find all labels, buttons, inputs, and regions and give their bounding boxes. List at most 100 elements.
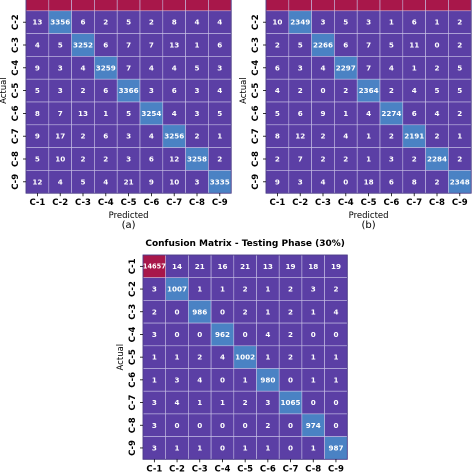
cell-value: 0	[243, 421, 248, 430]
cell-value: 3	[152, 421, 157, 430]
y-tick-label: C-2	[251, 14, 261, 30]
cell-value: 1	[197, 285, 202, 294]
cell-value: 2	[80, 155, 85, 164]
y-tick-label: C-9	[128, 440, 138, 456]
x-tick-label: C-3	[75, 198, 91, 208]
cell-value: 3335	[210, 177, 230, 186]
cell-value: 3	[265, 398, 270, 407]
cell-value: 0	[343, 177, 348, 186]
cell-value: 4	[275, 86, 280, 95]
cell-value: 6	[217, 41, 222, 50]
cell-value: 4	[149, 63, 154, 72]
cell-value: 8	[275, 132, 280, 141]
cell-value: 0	[220, 307, 225, 316]
cell-value: 2349	[290, 18, 310, 27]
cell-value: 3	[58, 63, 63, 72]
x-tick-label: C-7	[406, 198, 422, 208]
cell-value: 2	[434, 63, 439, 72]
cell-value: 6	[298, 109, 303, 118]
x-tick-label: C-2	[169, 464, 185, 474]
cell-value: 2	[434, 132, 439, 141]
heatmap-cell	[265, 0, 290, 12]
y-tick-label: C-4	[128, 326, 138, 342]
cell-value: 12	[295, 132, 305, 141]
cell-value: 2	[457, 155, 462, 164]
cell-value: 2	[275, 41, 280, 50]
cell-value: 2	[243, 398, 248, 407]
cell-value: 1	[366, 155, 371, 164]
cell-value: 5	[457, 86, 462, 95]
cell-value: 2	[389, 132, 394, 141]
x-tick-label: C-9	[328, 464, 344, 474]
cell-value: 5	[194, 63, 199, 72]
cell-value: 6	[343, 41, 348, 50]
cell-value: 4	[412, 86, 417, 95]
cell-value: 2	[298, 86, 303, 95]
cell-value: 18	[308, 262, 318, 271]
cell-value: 2	[434, 177, 439, 186]
cell-value: 0	[175, 330, 180, 339]
heatmap-cell	[139, 0, 164, 12]
cell-value: 5	[217, 109, 222, 118]
x-tick-label: C-5	[361, 198, 377, 208]
cell-value: 10	[169, 177, 179, 186]
x-tick-label: C-1	[269, 198, 285, 208]
cell-value: 0	[220, 421, 225, 430]
cell-value: 4	[197, 375, 202, 384]
cell-value: 2	[457, 18, 462, 27]
cell-value: 1	[265, 353, 270, 362]
heatmap-cell	[425, 0, 449, 12]
cell-value: 2	[243, 285, 248, 294]
cell-value: 987	[328, 443, 343, 452]
cell-value: 13	[32, 18, 42, 27]
cell-value: 1	[366, 132, 371, 141]
y-tick-label: C-7	[11, 128, 21, 144]
cell-value: 4	[220, 353, 225, 362]
cell-value: 4	[172, 109, 177, 118]
cell-value: 21	[240, 262, 250, 271]
cell-value: 9	[275, 177, 280, 186]
cell-value: 3	[152, 398, 157, 407]
cell-value: 7	[58, 109, 63, 118]
y-tick-label: C-5	[11, 83, 21, 99]
cell-value: 6	[149, 155, 154, 164]
cell-value: 5	[457, 63, 462, 72]
cell-value: 1	[220, 398, 225, 407]
cell-value: 2	[197, 353, 202, 362]
heatmap-cell	[185, 0, 209, 12]
cell-value: 17	[55, 132, 65, 141]
heatmap-cell	[356, 0, 381, 12]
cell-value: 3252	[73, 41, 93, 50]
x-tick-label: C-4	[338, 198, 354, 208]
x-tick-label: C-1	[146, 464, 162, 474]
cell-value: 3	[217, 63, 222, 72]
cell-value: 3	[126, 155, 131, 164]
cell-value: 6	[389, 177, 394, 186]
cell-value: 3	[152, 330, 157, 339]
cell-value: 21	[124, 177, 134, 186]
cell-value: 0	[197, 421, 202, 430]
cell-value: 6	[103, 41, 108, 50]
cell-value: 4	[217, 18, 222, 27]
cell-value: 1	[311, 307, 316, 316]
cell-value: 2	[320, 132, 325, 141]
cell-value: 2297	[336, 63, 356, 72]
cell-value: 0	[288, 421, 293, 430]
cell-value: 986	[192, 307, 207, 316]
heatmap-cell	[334, 0, 358, 12]
cell-value: 0	[333, 421, 338, 430]
cell-value: 14657	[143, 262, 166, 270]
cell-value: 2	[152, 307, 157, 316]
x-tick-label: C-7	[166, 198, 182, 208]
cell-value: 2	[80, 86, 85, 95]
cell-value: 2	[457, 109, 462, 118]
cell-value: 12	[169, 155, 179, 164]
cell-value: 1	[265, 285, 270, 294]
cell-value: 1	[243, 375, 248, 384]
cell-value: 2	[288, 330, 293, 339]
y-tick-label: C-1	[128, 258, 138, 274]
y-tick-label: C-6	[251, 105, 261, 121]
cell-value: 0	[333, 398, 338, 407]
x-tick-label: C-4	[215, 464, 231, 474]
